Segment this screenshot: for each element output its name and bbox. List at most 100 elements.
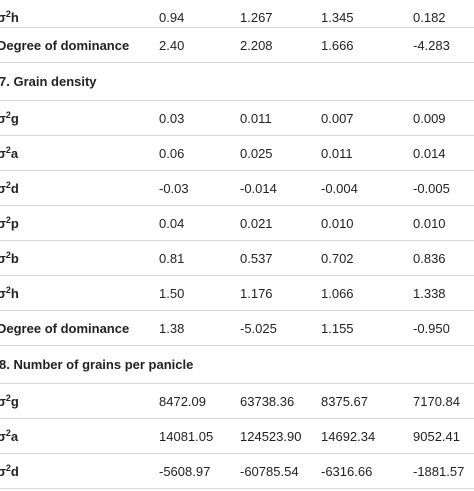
- table-cell: 0.04: [159, 216, 185, 231]
- sigma-power: 2: [5, 215, 11, 225]
- table-row: σ2h 0.94 1.267 1.345 0.182: [0, 0, 474, 28]
- table-cell: 7170.84: [413, 394, 460, 409]
- table-row: σ2b 0.81 0.537 0.702 0.836: [0, 241, 474, 276]
- table-cell: -5608.97: [159, 464, 211, 479]
- table-row: σ2p 0.04 0.021 0.010 0.010: [0, 206, 474, 241]
- table-cell: 0.014: [413, 146, 446, 161]
- row-label: Degree of dominance: [0, 321, 130, 336]
- row-label: σ2d: [0, 454, 19, 491]
- table-cell: -0.004: [321, 181, 358, 196]
- table-row: σ2g 0.03 0.011 0.007 0.009: [0, 101, 474, 136]
- table-cell: 1.155: [321, 321, 354, 336]
- table-cell: 1.38: [159, 321, 185, 336]
- variance-component: d: [10, 181, 19, 196]
- section-title: 8. Number of grains per panicle: [0, 357, 194, 372]
- table-row: Degree of dominance 2.40 2.208 1.666 -4.283: [0, 28, 474, 63]
- sigma-symbol: σ: [0, 464, 6, 479]
- table-cell: 63738.36: [240, 394, 295, 409]
- table-row: σ2a 14081.05 124523.90 14692.34 9052.41: [0, 419, 474, 454]
- variance-component: a: [10, 429, 19, 444]
- variance-component: h: [10, 10, 19, 25]
- table-cell: 0.182: [413, 10, 446, 25]
- sigma-power: 2: [5, 428, 11, 438]
- table-cell: -5.025: [240, 321, 277, 336]
- sigma-symbol: σ: [0, 216, 6, 231]
- table-row: σ2d -5608.97 -60785.54 -6316.66 -1881.57: [0, 454, 474, 489]
- variance-component: a: [10, 146, 19, 161]
- table-row: σ2h 1.50 1.176 1.066 1.338: [0, 276, 474, 311]
- table-cell: 14081.05: [159, 429, 214, 444]
- table-cell: 1.066: [321, 286, 354, 301]
- table-cell: 0.702: [321, 251, 354, 266]
- table-cell: -60785.54: [240, 464, 299, 479]
- sigma-power: 2: [5, 110, 11, 120]
- sigma-symbol: σ: [0, 181, 6, 196]
- row-label: σ2h: [0, 276, 19, 313]
- table-cell: 1.345: [321, 10, 354, 25]
- section-header-row: 7. Grain density: [0, 63, 474, 101]
- row-label: σ2a: [0, 136, 18, 173]
- table-cell: 0.010: [413, 216, 446, 231]
- variance-component: g: [10, 111, 19, 126]
- table-cell: -6316.66: [321, 464, 373, 479]
- variance-component: d: [10, 464, 19, 479]
- table-row: σ2a 0.06 0.025 0.011 0.014: [0, 136, 474, 171]
- sigma-symbol: σ: [0, 111, 6, 126]
- variance-component: b: [10, 251, 19, 266]
- sigma-power: 2: [5, 463, 11, 473]
- table-cell: 8375.67: [321, 394, 368, 409]
- table-cell: 0.025: [240, 146, 273, 161]
- row-label: σ2g: [0, 384, 19, 421]
- table-cell: -0.03: [159, 181, 189, 196]
- variance-component: h: [10, 286, 19, 301]
- table-cell: 0.007: [321, 111, 354, 126]
- table-cell: 0.836: [413, 251, 446, 266]
- sigma-symbol: σ: [0, 429, 6, 444]
- table-cell: -0.005: [413, 181, 450, 196]
- sigma-power: 2: [5, 9, 11, 19]
- table-cell: 0.06: [159, 146, 185, 161]
- row-label: σ2g: [0, 101, 19, 138]
- table-row: σ2g 8472.09 63738.36 8375.67 7170.84: [0, 384, 474, 419]
- table-row: Degree of dominance 1.38 -5.025 1.155 -0.950: [0, 311, 474, 346]
- sigma-symbol: σ: [0, 10, 6, 25]
- table-cell: 0.537: [240, 251, 273, 266]
- table-cell: -0.950: [413, 321, 450, 336]
- row-label: σ2b: [0, 241, 19, 278]
- sigma-symbol: σ: [0, 251, 6, 266]
- sigma-power: 2: [5, 250, 11, 260]
- table-cell: 1.267: [240, 10, 273, 25]
- table-cell: 0.009: [413, 111, 446, 126]
- sigma-power: 2: [5, 393, 11, 403]
- sigma-power: 2: [5, 180, 11, 190]
- row-label: σ2p: [0, 206, 19, 243]
- table-cell: 1.176: [240, 286, 273, 301]
- table-cell: 2.40: [159, 38, 185, 53]
- section-title: 7. Grain density: [0, 74, 97, 89]
- sigma-symbol: σ: [0, 146, 6, 161]
- table-cell: -4.283: [413, 38, 450, 53]
- table-cell: 1.50: [159, 286, 185, 301]
- table-cell: 14692.34: [321, 429, 376, 444]
- variance-component: g: [10, 394, 19, 409]
- table-cell: 0.94: [159, 10, 185, 25]
- table-cell: 2.208: [240, 38, 273, 53]
- table-cell: 0.011: [321, 146, 353, 161]
- row-label: σ2a: [0, 419, 18, 456]
- sigma-symbol: σ: [0, 394, 6, 409]
- table-cell: 124523.90: [240, 429, 302, 444]
- table-cell: 0.81: [159, 251, 185, 266]
- sigma-symbol: σ: [0, 286, 6, 301]
- table-cell: -0.014: [240, 181, 277, 196]
- sigma-power: 2: [5, 285, 11, 295]
- table-cell: 0.03: [159, 111, 185, 126]
- table-cell: 0.021: [240, 216, 273, 231]
- table-cell: 8472.09: [159, 394, 206, 409]
- table-row: σ2d -0.03 -0.014 -0.004 -0.005: [0, 171, 474, 206]
- table-cell: 0.010: [321, 216, 354, 231]
- table-cell: 1.338: [413, 286, 446, 301]
- variance-component: p: [10, 216, 19, 231]
- table-cell: 9052.41: [413, 429, 460, 444]
- table-cell: 1.666: [321, 38, 354, 53]
